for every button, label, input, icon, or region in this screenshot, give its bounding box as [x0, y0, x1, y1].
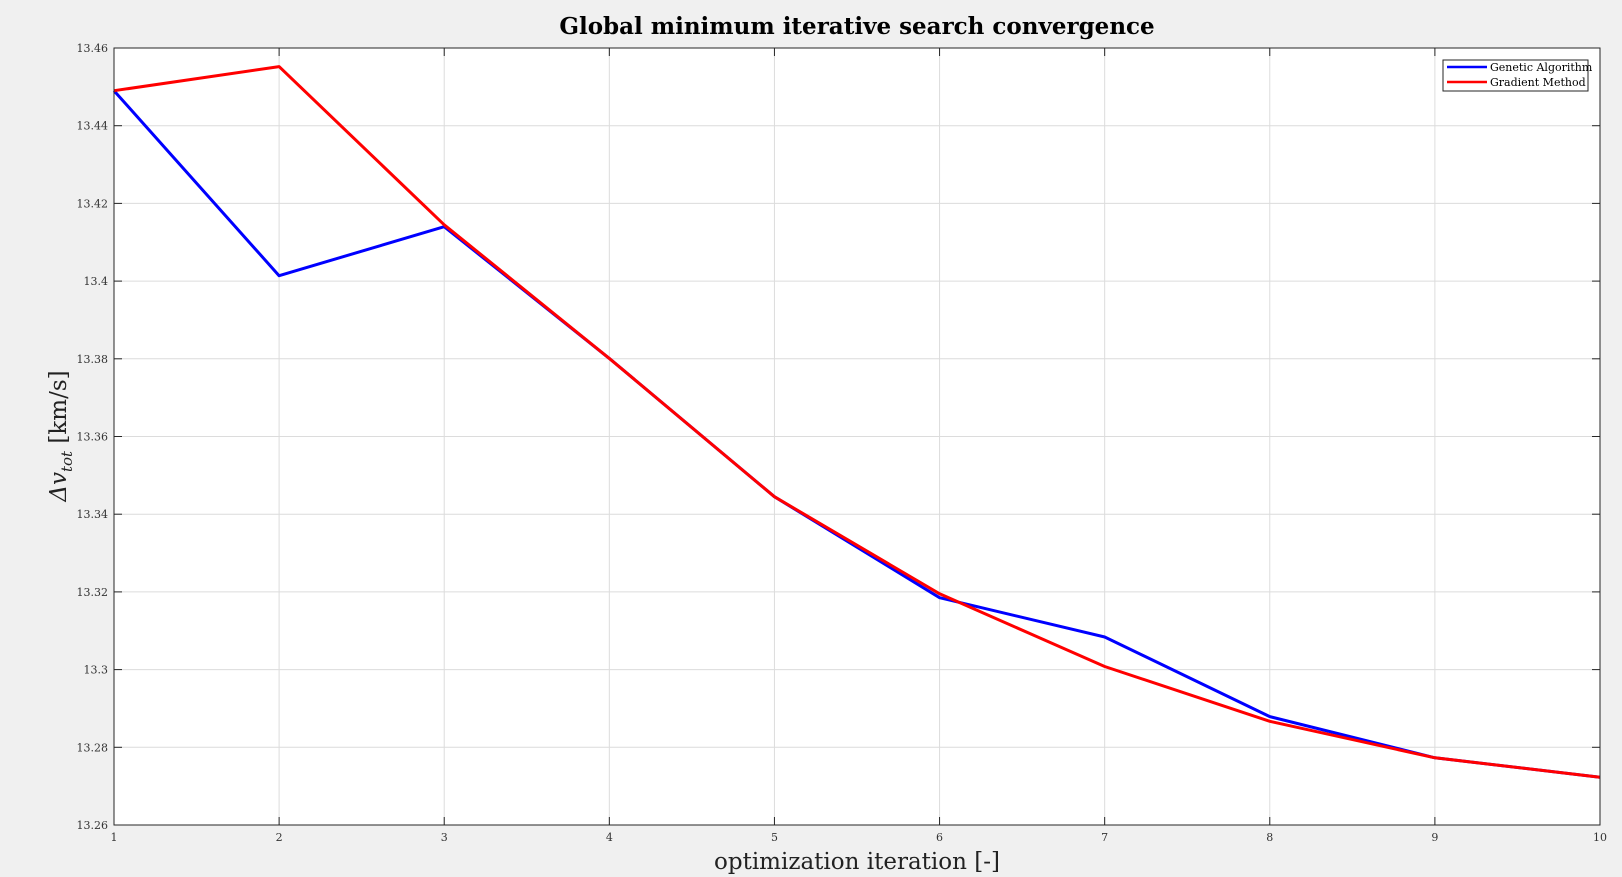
x-tick-label: 9 [1431, 831, 1438, 844]
x-tick-label: 4 [606, 831, 613, 844]
y-tick-label: 13.34 [77, 508, 109, 521]
x-tick-label: 8 [1266, 831, 1273, 844]
x-tick-label: 1 [111, 831, 118, 844]
series-line-genetic-algorithm [112, 89, 1601, 779]
x-tick-label: 2 [276, 831, 283, 844]
y-axis-label: Δvtot [km/s] [46, 370, 76, 502]
y-tick-label: 13.44 [77, 120, 109, 133]
legend: Genetic Algorithm Gradient Method [1442, 59, 1593, 92]
y-tick-label: 13.26 [77, 819, 109, 832]
y-tick-label: 13.38 [77, 353, 109, 366]
tick-labels: 1 2 3 4 5 6 7 8 9 10 13.26 13.28 13.3 13.32 13.34 13.36… [77, 42, 1608, 844]
x-tick-label: 6 [936, 831, 943, 844]
ticks [113, 47, 1601, 826]
chart-title: Global minimum iterative search converge… [559, 13, 1154, 40]
legend-box [1442, 59, 1589, 92]
y-tick-label: 13.42 [77, 197, 109, 210]
y-axis-label-unit: [km/s] [46, 370, 72, 451]
x-axis-label: optimization iteration [-] [714, 849, 1000, 875]
y-axis-label-subscript: tot [58, 450, 76, 472]
y-tick-label: 13.32 [77, 586, 109, 599]
series-line-gradient-method [113, 65, 1601, 779]
y-tick-label: 13.36 [77, 431, 109, 444]
y-axis-label-main: Δv [46, 472, 72, 503]
x-tick-label: 10 [1593, 831, 1607, 844]
x-tick-label: 3 [441, 831, 448, 844]
y-tick-label: 13.46 [77, 42, 109, 55]
x-tick-label: 7 [1101, 831, 1108, 844]
y-tick-label: 13.28 [77, 741, 109, 754]
y-tick-label: 13.3 [84, 664, 109, 677]
series-lines [112, 65, 1601, 779]
legend-label-gradient-method: Gradient Method [1490, 76, 1586, 89]
x-tick-label: 5 [771, 831, 778, 844]
legend-label-genetic-algorithm: Genetic Algorithm [1490, 61, 1593, 74]
y-tick-label: 13.4 [84, 275, 109, 288]
